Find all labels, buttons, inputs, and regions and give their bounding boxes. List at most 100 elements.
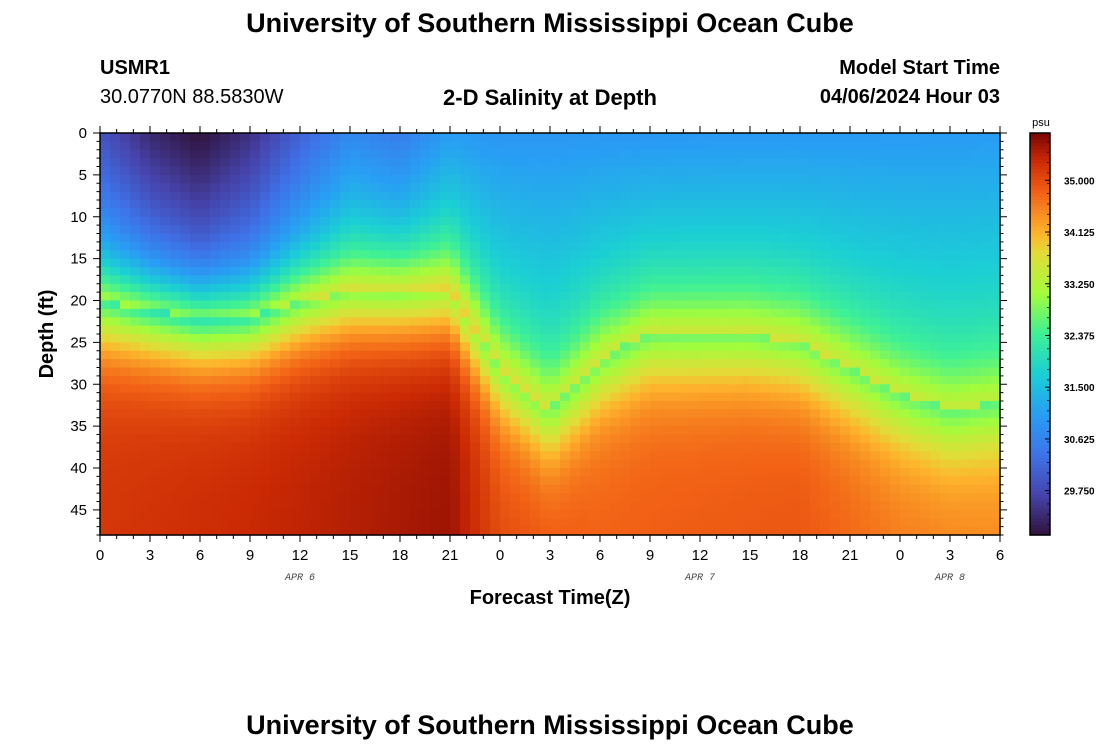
- heatmap-cell: [740, 300, 751, 310]
- heatmap-cell: [260, 359, 271, 369]
- heatmap-cell: [990, 468, 1001, 477]
- heatmap-cell: [550, 158, 561, 168]
- heatmap-cell: [700, 292, 711, 302]
- heatmap-cell: [530, 258, 541, 268]
- heatmap-cell: [310, 158, 321, 168]
- heatmap-cell: [970, 350, 981, 360]
- heatmap-cell: [150, 367, 161, 377]
- heatmap-cell: [780, 225, 791, 235]
- heatmap-cell: [120, 267, 131, 276]
- heatmap-cell: [200, 208, 211, 218]
- heatmap-cell: [170, 317, 181, 327]
- heatmap-cell: [320, 225, 331, 235]
- heatmap-cell: [850, 392, 861, 402]
- heatmap-cell: [680, 484, 691, 494]
- heatmap-cell: [800, 275, 811, 285]
- heatmap-cell: [460, 191, 471, 201]
- heatmap-cell: [110, 409, 121, 419]
- heatmap-cell: [230, 375, 241, 385]
- heatmap-cell: [940, 493, 951, 503]
- heatmap-cell: [730, 509, 741, 519]
- heatmap-cell: [570, 200, 581, 209]
- heatmap-cell: [380, 476, 391, 486]
- heatmap-cell: [510, 300, 521, 310]
- heatmap-cell: [580, 334, 591, 343]
- heatmap-cell: [660, 476, 671, 486]
- heatmap-cell: [750, 518, 761, 528]
- heatmap-cell: [540, 283, 551, 293]
- heatmap-cell: [390, 308, 401, 318]
- heatmap-cell: [110, 325, 121, 335]
- heatmap-cell: [370, 325, 381, 335]
- heatmap-cell: [730, 191, 741, 201]
- heatmap-cell: [970, 401, 981, 410]
- heatmap-cell: [940, 200, 951, 209]
- heatmap-cell: [230, 384, 241, 394]
- heatmap-cell: [800, 359, 811, 369]
- heatmap-cell: [200, 401, 211, 410]
- heatmap-cell: [600, 434, 611, 444]
- heatmap-cell: [400, 200, 411, 209]
- heatmap-cell: [770, 200, 781, 209]
- heatmap-cell: [110, 468, 121, 477]
- y-tick-label: 15: [70, 251, 87, 268]
- heatmap-cell: [390, 484, 401, 494]
- heatmap-cell: [230, 216, 241, 226]
- heatmap-cell: [250, 141, 261, 151]
- colorbar-swatch: [1030, 374, 1050, 379]
- heatmap-cell: [470, 308, 481, 318]
- heatmap-cell: [280, 141, 291, 151]
- heatmap-cell: [670, 158, 681, 168]
- heatmap-cell: [630, 417, 641, 427]
- heatmap-cell: [300, 434, 311, 444]
- heatmap-cell: [160, 166, 171, 176]
- heatmap-cell: [350, 493, 361, 503]
- heatmap-cell: [370, 518, 381, 528]
- heatmap-cell: [660, 426, 671, 436]
- heatmap-cell: [130, 174, 141, 184]
- heatmap-cell: [980, 518, 991, 528]
- heatmap-cell: [830, 367, 841, 377]
- heatmap-cell: [770, 459, 781, 469]
- heatmap-cell: [170, 426, 181, 436]
- heatmap-cell: [350, 166, 361, 176]
- heatmap-cell: [710, 451, 721, 461]
- heatmap-cell: [250, 401, 261, 410]
- heatmap-cell: [870, 359, 881, 369]
- heatmap-cell: [230, 509, 241, 519]
- heatmap-cell: [550, 141, 561, 151]
- heatmap-cell: [870, 292, 881, 302]
- heatmap-cell: [880, 334, 891, 343]
- heatmap-cell: [970, 300, 981, 310]
- colorbar-swatch: [1030, 226, 1050, 231]
- heatmap-cell: [170, 417, 181, 427]
- heatmap-cell: [280, 317, 291, 327]
- heatmap-cell: [700, 208, 711, 218]
- heatmap-cell: [220, 509, 231, 519]
- colorbar-swatch: [1030, 146, 1050, 151]
- heatmap-cell: [200, 200, 211, 209]
- heatmap-cell: [340, 149, 351, 159]
- heatmap-cell: [450, 518, 461, 528]
- heatmap-cell: [550, 317, 561, 327]
- heatmap-cell: [730, 526, 741, 536]
- heatmap-cell: [370, 158, 381, 168]
- heatmap-cell: [250, 342, 261, 352]
- heatmap-cell: [100, 342, 111, 352]
- heatmap-cell: [890, 308, 901, 318]
- heatmap-cell: [670, 367, 681, 377]
- heatmap-cell: [760, 308, 771, 318]
- heatmap-cell: [150, 275, 161, 285]
- heatmap-cell: [840, 350, 851, 360]
- heatmap-cell: [650, 526, 661, 536]
- heatmap-cell: [840, 526, 851, 536]
- heatmap-cell: [900, 392, 911, 402]
- heatmap-cell: [780, 409, 791, 419]
- heatmap-cell: [510, 149, 521, 159]
- heatmap-cell: [420, 468, 431, 477]
- heatmap-cell: [620, 417, 631, 427]
- heatmap-cell: [970, 149, 981, 159]
- heatmap-cell: [220, 392, 231, 402]
- heatmap-cell: [940, 233, 951, 243]
- heatmap-cell: [550, 375, 561, 385]
